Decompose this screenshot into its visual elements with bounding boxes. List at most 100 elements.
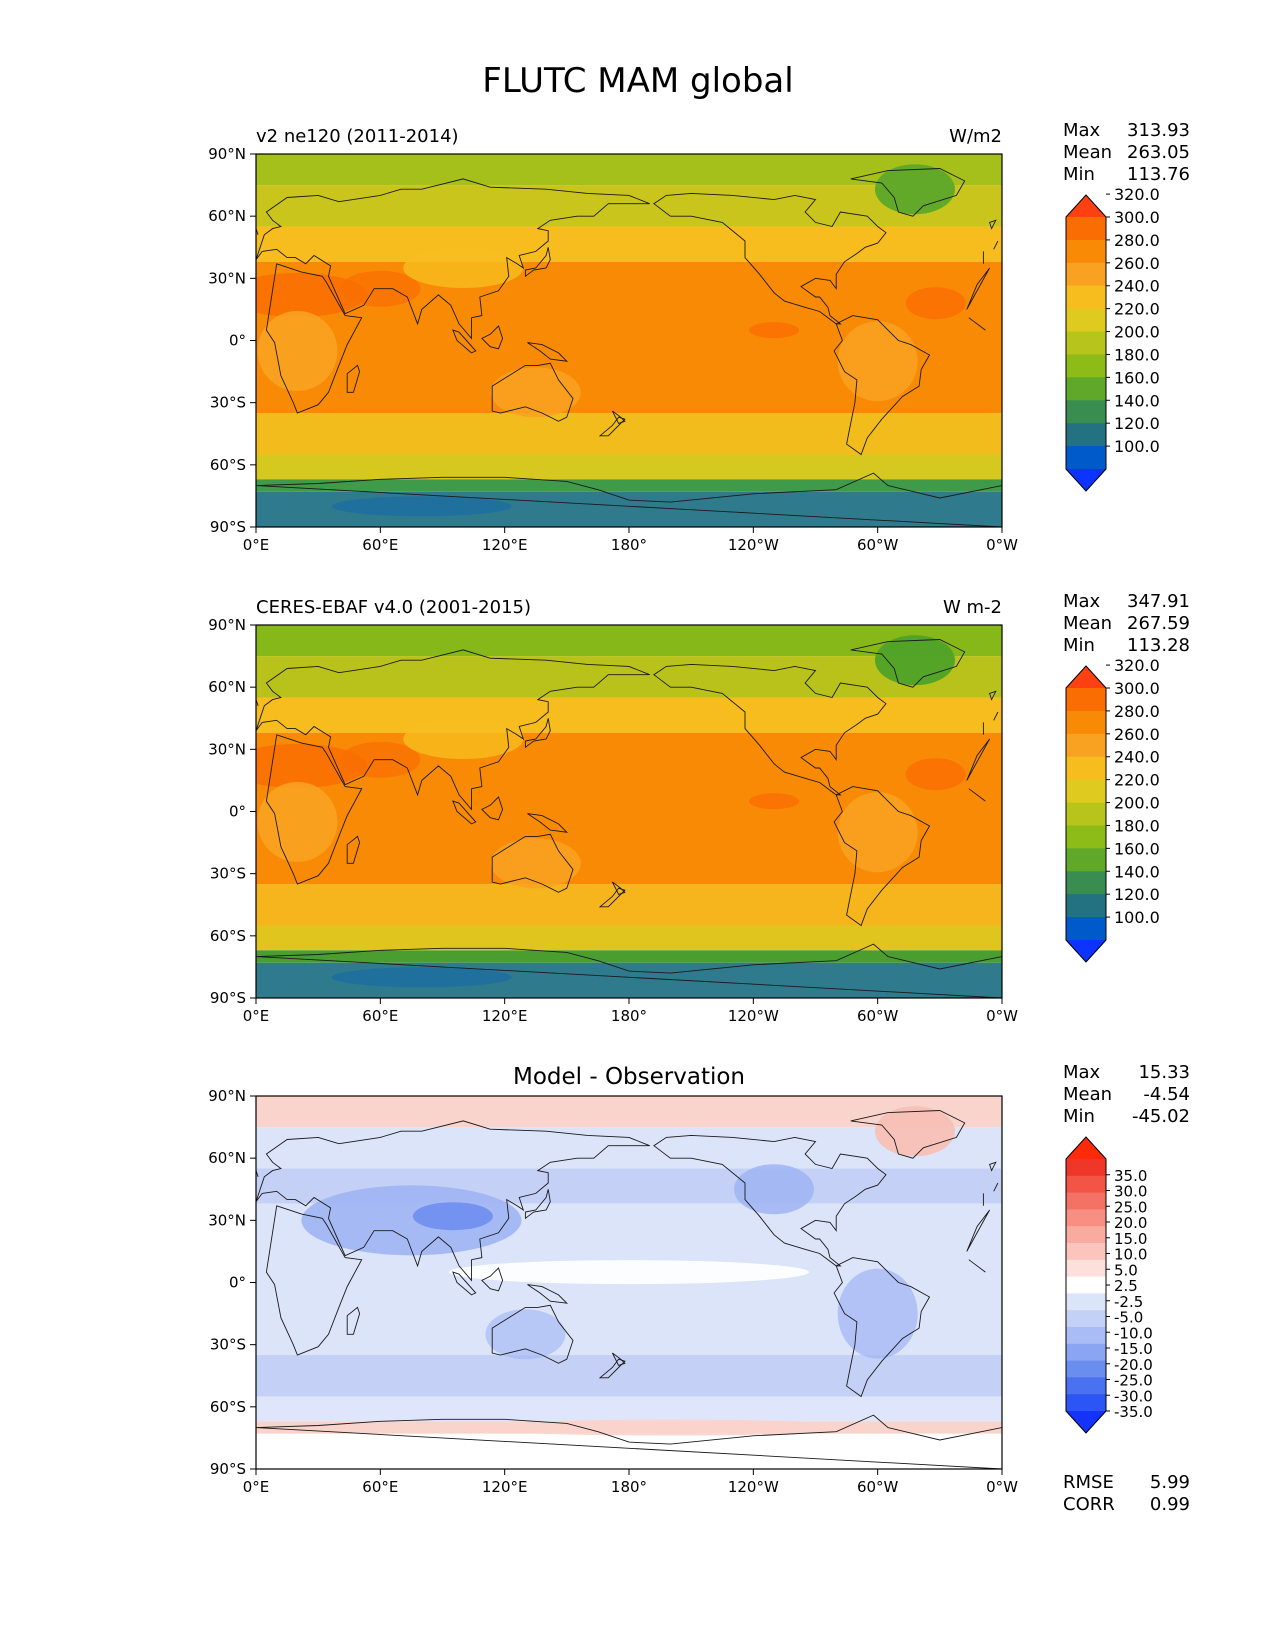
coastline-new_guinea <box>527 813 569 833</box>
lon-tick-label: 60°W <box>857 536 899 554</box>
coastline-uk <box>989 1161 997 1172</box>
field-band <box>256 625 1002 657</box>
field-feature <box>749 322 800 339</box>
field-band <box>256 454 1002 480</box>
map-obs <box>256 625 1002 998</box>
coastline-eurasia <box>993 711 999 721</box>
colorbar-bin <box>1066 1243 1106 1261</box>
colorbar-bin <box>1066 1327 1106 1345</box>
field-feature <box>257 781 338 862</box>
colorbar-bin <box>1066 710 1106 735</box>
colorbar-tick-label: 25.0 <box>1114 1198 1147 1216</box>
lat-tick-label: 90°N <box>208 616 246 634</box>
coastline-madagascar <box>346 835 361 864</box>
coastline-australia <box>491 833 574 893</box>
lon-tick-label: 60°E <box>362 1007 398 1025</box>
lat-tick-label: 60°S <box>210 927 246 945</box>
field-band <box>256 226 1002 262</box>
lat-tick-label: 90°S <box>210 989 246 1007</box>
colorbar-tick-label: -35.0 <box>1114 1403 1153 1421</box>
field-feature <box>490 367 581 418</box>
field-feature <box>403 247 524 288</box>
field-feature <box>734 1164 815 1215</box>
field-band <box>256 1396 1002 1422</box>
stat-label-max: Max <box>1063 591 1101 612</box>
metric-value-corr: 0.99 <box>1150 1494 1190 1515</box>
metric-label-corr: CORR <box>1063 1494 1115 1515</box>
field-feature <box>837 1268 918 1359</box>
colorbar-bin <box>1066 848 1106 872</box>
panel-units: W/m2 <box>949 126 1002 147</box>
field-band <box>256 697 1002 733</box>
lon-tick-label: 60°E <box>362 1478 398 1496</box>
lon-tick-label: 60°E <box>362 536 398 554</box>
colorbar-extend-max <box>1066 1137 1106 1159</box>
colorbar-tick-label: 260.0 <box>1114 254 1160 273</box>
colorbar-bin <box>1066 1293 1106 1311</box>
field-feature <box>403 718 524 759</box>
colorbar-tick-label: 280.0 <box>1114 231 1160 250</box>
field-feature <box>905 287 966 320</box>
lat-tick-label: 60°N <box>208 678 246 696</box>
field-band <box>256 479 1002 492</box>
coastline-africa <box>265 734 363 885</box>
colorbar-bin <box>1066 285 1106 310</box>
coastline-madagascar <box>346 364 361 393</box>
coastline-new_zealand_n <box>611 410 626 424</box>
lat-tick-label: 30°S <box>210 394 246 412</box>
coastline-new_zealand_n <box>611 1352 626 1366</box>
coastline-africa <box>966 267 990 310</box>
colorbar-bin <box>1066 802 1106 826</box>
coastline-africa <box>265 263 363 414</box>
coastline-greenland <box>850 168 966 217</box>
coastline-sumatra <box>452 329 477 354</box>
lon-tick-label: 120°W <box>728 536 779 554</box>
coastline-south_america <box>833 1257 931 1398</box>
lat-tick-label: 30°S <box>210 865 246 883</box>
colorbar-extend-min <box>1066 469 1106 491</box>
panel-title-left: CERES-EBAF v4.0 (2001-2015) <box>256 597 531 618</box>
coastline-eurasia <box>256 649 650 811</box>
lat-tick-label: 60°S <box>210 456 246 474</box>
lat-tick-label: 0° <box>229 332 246 350</box>
coastline-eurasia <box>256 178 650 340</box>
colorbar-tick-label: 30.0 <box>1114 1183 1147 1201</box>
stat-value-max: 347.91 <box>1127 591 1190 612</box>
colorbar-tick-label: 240.0 <box>1114 277 1160 296</box>
stat-label-max: Max <box>1063 120 1101 141</box>
field-band <box>256 1433 1002 1469</box>
colorbar-extend-max <box>1066 666 1106 688</box>
coastline-madagascar <box>346 1306 361 1335</box>
colorbar-bin <box>1066 354 1106 378</box>
coastline-borneo <box>481 796 504 821</box>
panel-title-left: v2 ne120 (2011-2014) <box>256 126 459 147</box>
panel-obs: 90°N 60°N 30°N 0° 30°S 60°S 90°S0°E 60°E 120°E 18… <box>208 591 1190 1025</box>
lon-tick-label: 120°W <box>728 1007 779 1025</box>
colorbar-bin <box>1066 239 1106 264</box>
colorbar-tick-label: 220.0 <box>1114 300 1160 319</box>
panel-model: 90°N 60°N 30°N 0° 30°S 60°S 90°S0°E 60°E 120°E 18… <box>208 120 1190 554</box>
colorbar-bin <box>1066 217 1106 241</box>
metric-value-rmse: 5.99 <box>1150 1472 1190 1493</box>
lon-tick-label: 60°W <box>857 1478 899 1496</box>
coastline-new_guinea <box>527 1284 569 1304</box>
colorbar-tick-label: 220.0 <box>1114 771 1160 790</box>
stat-value-mean: -4.54 <box>1143 1084 1190 1105</box>
colorbar-tick-label: 200.0 <box>1114 323 1160 342</box>
colorbar-tick-label: -25.0 <box>1114 1372 1153 1390</box>
stat-value-min: -45.02 <box>1132 1106 1190 1127</box>
coastline-eurasia <box>993 240 999 250</box>
colorbar-tick-label: 100.0 <box>1114 437 1160 456</box>
panel-diff: 90°N 60°N 30°N 0° 30°S 60°S 90°S0°E 60°E 120°E 18… <box>208 1062 1190 1515</box>
colorbar-tick-label: 320.0 <box>1114 185 1160 204</box>
colorbar-bin <box>1066 377 1106 401</box>
coastline-antarctica <box>256 472 1002 527</box>
colorbar-tick-label: 320.0 <box>1114 656 1160 675</box>
lat-tick-label: 30°S <box>210 1336 246 1354</box>
coastline-new_guinea <box>527 342 569 362</box>
coastline-new_zealand <box>598 1358 626 1379</box>
metric-label-rmse: RMSE <box>1063 1472 1114 1493</box>
lon-tick-label: 0°E <box>243 536 270 554</box>
lon-tick-label: 180° <box>611 1478 647 1496</box>
field-feature <box>256 1355 477 1384</box>
